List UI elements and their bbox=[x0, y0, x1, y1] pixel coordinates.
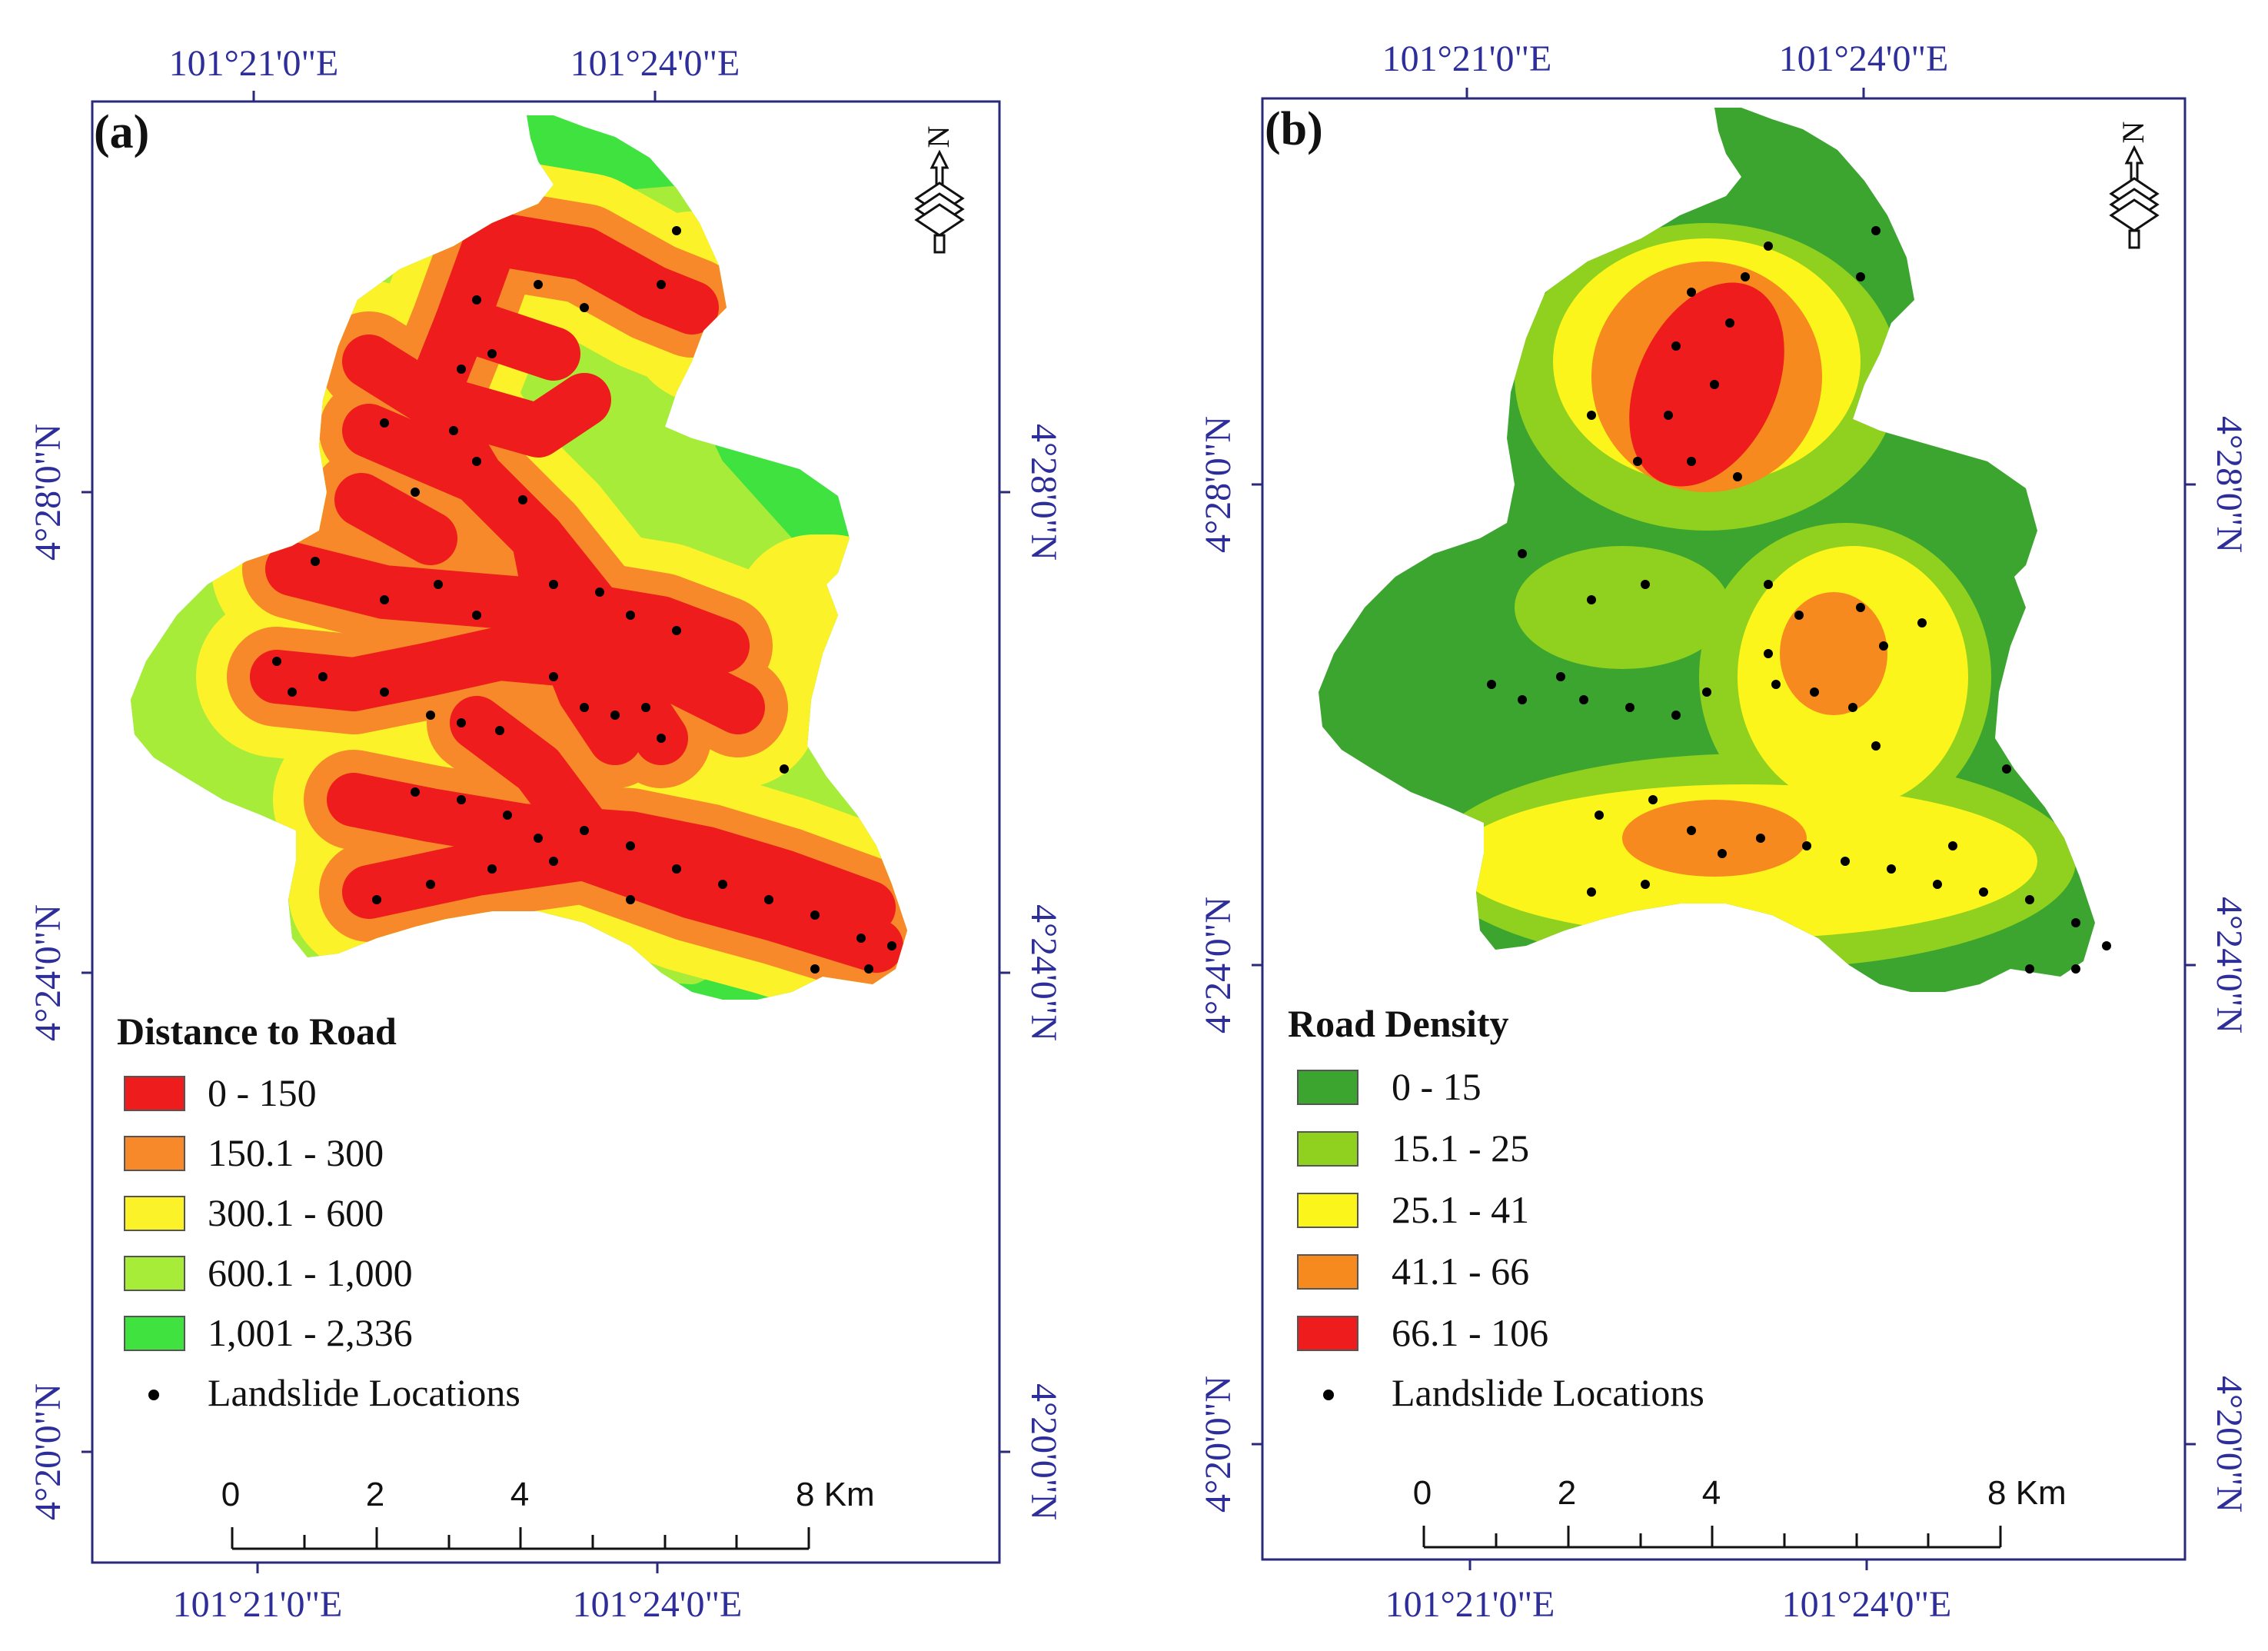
scale-bar-a: 0 2 4 8 Km bbox=[221, 1476, 875, 1550]
north-arrow-icon: N bbox=[2109, 121, 2160, 249]
legend-item: 25.1 - 41 bbox=[1297, 1188, 1529, 1231]
legend-title: Road Density bbox=[1288, 1002, 1509, 1045]
top-lon-label: 101°21'0"E bbox=[1382, 38, 1552, 79]
legend-title: Distance to Road bbox=[117, 1010, 397, 1053]
legend-item: 600.1 - 1,000 bbox=[124, 1251, 413, 1294]
legend-item: 300.1 - 600 bbox=[124, 1191, 384, 1234]
panel-letter: (a) bbox=[94, 106, 149, 158]
right-lat-label: 4°24'0"N bbox=[1023, 904, 1064, 1041]
svg-text:15.1 - 25: 15.1 - 25 bbox=[1392, 1127, 1529, 1170]
svg-text:41.1 - 66: 41.1 - 66 bbox=[1392, 1250, 1529, 1293]
left-lat-label: 4°28'0"N bbox=[28, 424, 68, 561]
top-lon-label: 101°24'0"E bbox=[1779, 38, 1949, 79]
svg-text:Landslide Locations: Landslide Locations bbox=[1392, 1371, 1704, 1414]
left-lat-label: 4°28'0"N bbox=[1198, 416, 1239, 553]
right-lat-label: 4°20'0"N bbox=[2209, 1376, 2250, 1513]
svg-text:0: 0 bbox=[1413, 1474, 1432, 1512]
legend-item: Landslide Locations bbox=[148, 1371, 520, 1414]
top-lon-label: 101°21'0"E bbox=[169, 43, 339, 84]
legend-item: 41.1 - 66 bbox=[1297, 1250, 1529, 1293]
svg-text:0 - 150: 0 - 150 bbox=[208, 1071, 317, 1114]
svg-text:8 Km: 8 Km bbox=[1987, 1474, 2067, 1512]
map-frame-a bbox=[91, 100, 1001, 1564]
svg-text:25.1 - 41: 25.1 - 41 bbox=[1392, 1188, 1529, 1231]
legend-b: Road Density 0 - 15 15.1 - 25 25.1 - 41 … bbox=[1288, 1002, 1704, 1414]
svg-text:150.1 - 300: 150.1 - 300 bbox=[208, 1131, 384, 1174]
bottom-lon-label: 101°24'0"E bbox=[573, 1584, 743, 1625]
svg-text:1,001 - 2,336: 1,001 - 2,336 bbox=[208, 1311, 413, 1354]
right-lat-label: 4°20'0"N bbox=[1023, 1383, 1064, 1520]
svg-text:300.1 - 600: 300.1 - 600 bbox=[208, 1191, 384, 1234]
bottom-lon-label: 101°21'0"E bbox=[1385, 1584, 1555, 1625]
svg-text:0: 0 bbox=[221, 1476, 240, 1513]
right-lat-label: 4°28'0"N bbox=[2209, 416, 2250, 553]
svg-text:N: N bbox=[2116, 121, 2150, 144]
top-lon-label: 101°24'0"E bbox=[570, 43, 740, 84]
left-lat-label: 4°20'0"N bbox=[28, 1383, 68, 1520]
legend-item: 15.1 - 25 bbox=[1297, 1127, 1529, 1170]
panel-letter: (b) bbox=[1265, 103, 1323, 155]
landslide-points bbox=[272, 226, 896, 974]
legend-item: 1,001 - 2,336 bbox=[124, 1311, 413, 1354]
left-lat-label: 4°24'0"N bbox=[28, 904, 68, 1041]
svg-text:4: 4 bbox=[510, 1476, 529, 1513]
legend-item: 150.1 - 300 bbox=[124, 1131, 384, 1174]
svg-text:Landslide Locations: Landslide Locations bbox=[208, 1371, 520, 1414]
right-lat-label: 4°24'0"N bbox=[2209, 897, 2250, 1034]
bottom-lon-label: 101°21'0"E bbox=[173, 1584, 343, 1625]
legend-item: 0 - 150 bbox=[124, 1071, 317, 1114]
legend-item: Landslide Locations bbox=[1323, 1371, 1704, 1414]
right-lat-label: 4°28'0"N bbox=[1023, 424, 1064, 561]
legend-a: Distance to Road 0 - 150 150.1 - 300 300… bbox=[117, 1010, 520, 1414]
svg-text:2: 2 bbox=[366, 1476, 384, 1513]
scale-bar-b: 0 2 4 8 Km bbox=[1413, 1474, 2067, 1549]
panel-a: 101°21'0"E 101°24'0"E 101°21'0"E 101°24'… bbox=[28, 43, 1064, 1625]
svg-text:2: 2 bbox=[1558, 1474, 1576, 1512]
svg-text:N: N bbox=[921, 126, 956, 148]
legend-item: 66.1 - 106 bbox=[1297, 1311, 1548, 1354]
svg-text:8 Km: 8 Km bbox=[796, 1476, 875, 1513]
panel-b: 101°21'0"E 101°24'0"E 101°21'0"E 101°24'… bbox=[1198, 38, 2250, 1625]
left-lat-label: 4°20'0"N bbox=[1198, 1376, 1239, 1513]
north-arrow-icon: N bbox=[914, 126, 965, 254]
svg-text:66.1 - 106: 66.1 - 106 bbox=[1392, 1311, 1548, 1354]
density-raster bbox=[1319, 108, 2095, 992]
landslide-points bbox=[1487, 226, 2111, 974]
left-lat-label: 4°24'0"N bbox=[1198, 897, 1239, 1034]
legend-item: 0 - 15 bbox=[1297, 1065, 1482, 1108]
svg-text:0 - 15: 0 - 15 bbox=[1392, 1065, 1482, 1108]
bottom-lon-label: 101°24'0"E bbox=[1782, 1584, 1952, 1625]
map-frame-b bbox=[1261, 97, 2187, 1561]
svg-text:4: 4 bbox=[1702, 1474, 1721, 1512]
distance-raster bbox=[131, 115, 907, 1000]
svg-text:600.1 - 1,000: 600.1 - 1,000 bbox=[208, 1251, 413, 1294]
